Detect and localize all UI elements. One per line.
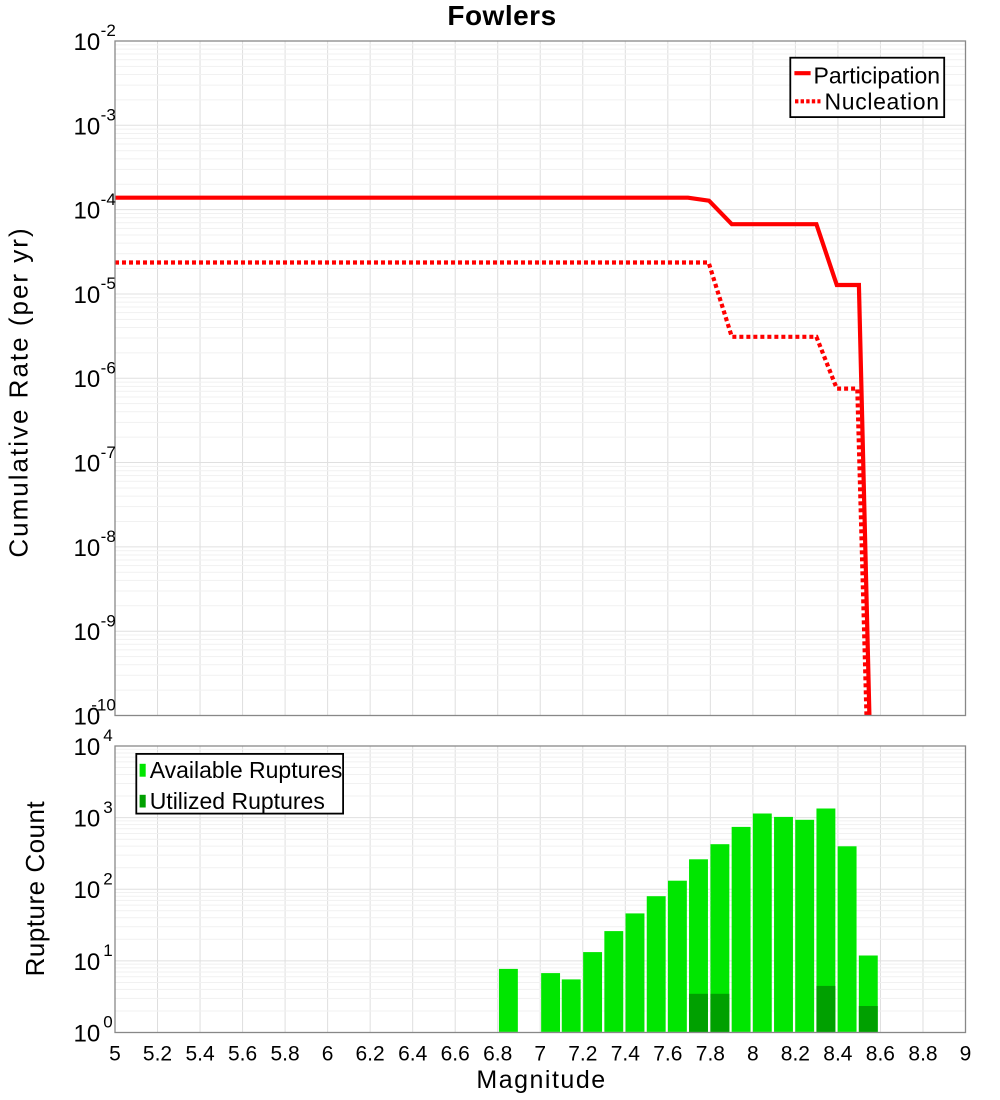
- svg-text:7.2: 7.2: [568, 1043, 597, 1066]
- svg-text:1: 1: [103, 941, 112, 960]
- svg-text:10: 10: [74, 282, 101, 309]
- svg-text:-9: -9: [101, 611, 116, 630]
- svg-text:Participation: Participation: [814, 62, 941, 88]
- svg-text:10: 10: [74, 451, 101, 478]
- svg-text:6.8: 6.8: [483, 1043, 512, 1066]
- svg-text:5.6: 5.6: [228, 1043, 257, 1066]
- svg-text:-4: -4: [101, 190, 116, 209]
- svg-text:5.8: 5.8: [270, 1043, 299, 1066]
- svg-text:10: 10: [74, 949, 101, 976]
- svg-text:8: 8: [747, 1043, 759, 1066]
- svg-text:5.4: 5.4: [185, 1043, 215, 1066]
- svg-text:0: 0: [103, 1013, 112, 1032]
- svg-text:10: 10: [74, 734, 101, 761]
- svg-text:Available Ruptures: Available Ruptures: [150, 757, 343, 783]
- svg-text:4: 4: [103, 726, 112, 745]
- svg-text:-2: -2: [101, 21, 116, 40]
- svg-text:6: 6: [322, 1043, 334, 1066]
- svg-text:Fowlers: Fowlers: [447, 0, 556, 31]
- svg-text:-6: -6: [101, 358, 116, 377]
- svg-text:2: 2: [103, 870, 112, 889]
- svg-text:5.2: 5.2: [143, 1043, 172, 1066]
- svg-text:-10: -10: [91, 696, 116, 715]
- svg-text:8.2: 8.2: [781, 1043, 810, 1066]
- svg-text:7.6: 7.6: [653, 1043, 682, 1066]
- svg-text:10: 10: [74, 366, 101, 393]
- svg-text:10: 10: [74, 806, 101, 833]
- svg-text:10: 10: [74, 704, 101, 731]
- svg-text:10: 10: [74, 535, 101, 562]
- svg-text:7: 7: [534, 1043, 546, 1066]
- svg-text:10: 10: [74, 1021, 101, 1048]
- svg-text:-3: -3: [101, 106, 116, 125]
- svg-text:7.8: 7.8: [696, 1043, 725, 1066]
- svg-text:-5: -5: [101, 274, 116, 293]
- svg-text:5: 5: [109, 1043, 121, 1066]
- svg-text:6.4: 6.4: [398, 1043, 428, 1066]
- svg-text:-7: -7: [101, 443, 116, 462]
- svg-text:10: 10: [74, 113, 101, 140]
- svg-text:6.2: 6.2: [355, 1043, 384, 1066]
- svg-text:7.4: 7.4: [611, 1043, 641, 1066]
- svg-text:10: 10: [74, 619, 101, 646]
- svg-text:10: 10: [74, 29, 101, 56]
- svg-text:3: 3: [103, 798, 112, 817]
- svg-text:Nucleation: Nucleation: [825, 89, 940, 115]
- svg-text:Utilized Ruptures: Utilized Ruptures: [150, 788, 325, 814]
- svg-text:Rupture Count: Rupture Count: [20, 801, 50, 977]
- svg-text:10: 10: [74, 198, 101, 225]
- svg-text:Magnitude: Magnitude: [476, 1066, 606, 1094]
- svg-text:8.8: 8.8: [908, 1043, 937, 1066]
- svg-text:Cumulative Rate (per yr): Cumulative Rate (per yr): [4, 226, 34, 557]
- svg-text:8.6: 8.6: [866, 1043, 895, 1066]
- svg-text:9: 9: [960, 1043, 972, 1066]
- svg-text:8.4: 8.4: [823, 1043, 853, 1066]
- svg-text:10: 10: [74, 877, 101, 904]
- svg-text:-8: -8: [101, 527, 116, 546]
- svg-text:6.6: 6.6: [441, 1043, 470, 1066]
